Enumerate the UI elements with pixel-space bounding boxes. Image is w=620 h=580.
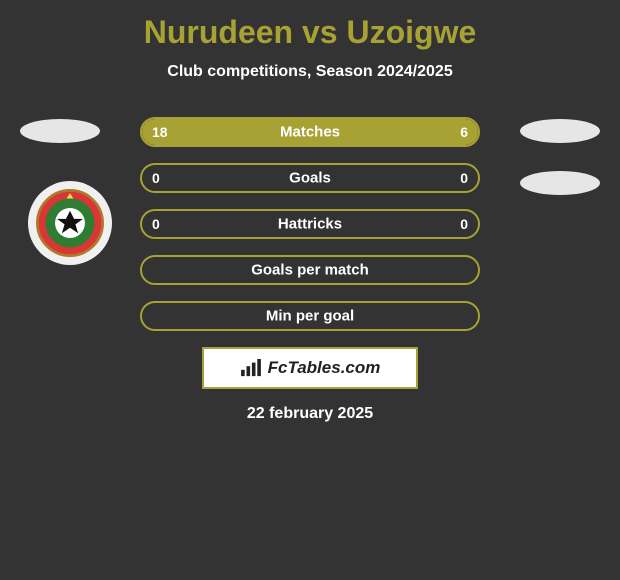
stat-row-goals-per-match: Goals per match xyxy=(140,255,480,285)
stat-row-goals: 0 Goals 0 xyxy=(140,163,480,193)
page-subtitle: Club competitions, Season 2024/2025 xyxy=(0,63,620,81)
page-title: Nurudeen vs Uzoigwe xyxy=(0,0,620,51)
stat-row-min-per-goal: Min per goal xyxy=(140,301,480,331)
bar-fill-left xyxy=(142,119,387,145)
stat-value-left: 18 xyxy=(152,124,168,140)
player-right-badge-2 xyxy=(520,171,600,195)
stat-value-right: 6 xyxy=(460,124,468,140)
stat-label: Hattricks xyxy=(278,216,342,233)
stat-row-hattricks: 0 Hattricks 0 xyxy=(140,209,480,239)
stat-value-right: 0 xyxy=(460,216,468,232)
stat-label: Goals xyxy=(289,170,331,187)
stat-label: Min per goal xyxy=(266,308,354,325)
bar-chart-icon xyxy=(240,359,262,377)
date-label: 22 february 2025 xyxy=(0,405,620,423)
player-left-badge xyxy=(20,119,100,143)
stat-value-left: 0 xyxy=(152,170,160,186)
stat-value-left: 0 xyxy=(152,216,160,232)
brand-footer: FcTables.com xyxy=(202,347,418,389)
stats-bars: 18 Matches 6 0 Goals 0 0 Hattricks 0 Goa… xyxy=(140,117,480,331)
stat-label: Matches xyxy=(280,124,340,141)
club-logo-left xyxy=(28,181,112,265)
stat-row-matches: 18 Matches 6 xyxy=(140,117,480,147)
stat-value-right: 0 xyxy=(460,170,468,186)
brand-text: FcTables.com xyxy=(268,358,381,378)
player-right-badge xyxy=(520,119,600,143)
comparison-panel: 18 Matches 6 0 Goals 0 0 Hattricks 0 Goa… xyxy=(0,117,620,423)
football-club-icon xyxy=(36,189,104,257)
stat-label: Goals per match xyxy=(251,262,369,279)
